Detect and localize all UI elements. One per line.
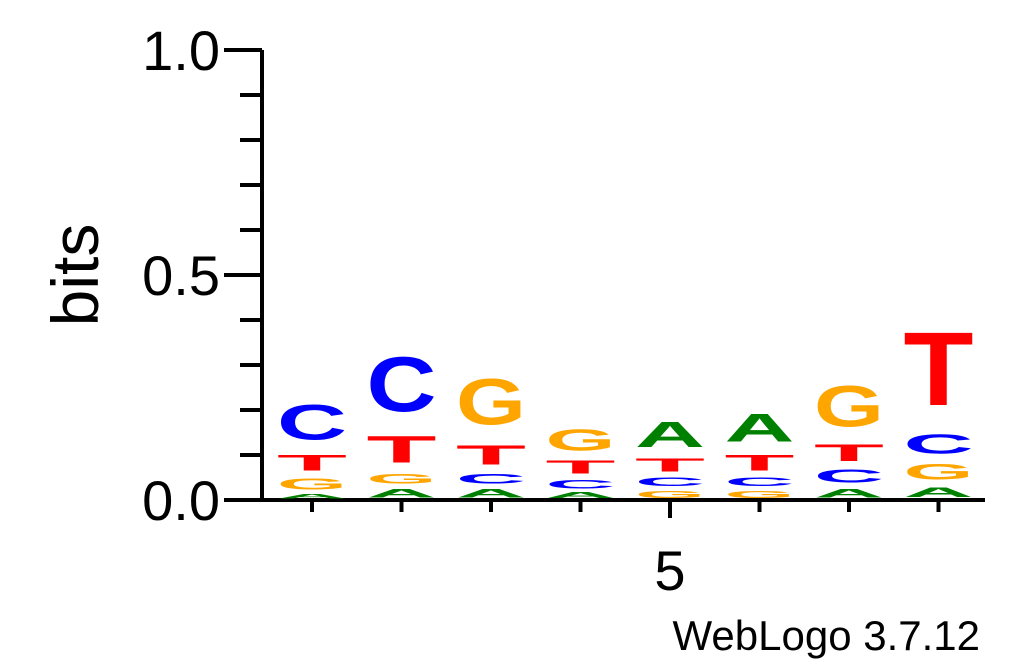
letter-A-pos2: A [367,486,437,500]
letter-G-pos6: G [725,489,795,500]
letter-G-pos8: G [904,459,974,484]
letter-C-pos3: C [456,471,526,487]
letter-G-pos5: G [635,489,705,500]
letter-A-pos1: A [277,493,347,500]
y-tick-label: 0.5 [142,244,220,307]
letter-G-pos4: G [546,424,616,458]
y-tick-label: 1.0 [142,19,220,82]
letter-T-pos6: T [725,451,795,476]
letter-T-pos4: T [546,457,616,477]
y-axis: 0.0 0.5 1.0 [142,19,264,532]
letter-G-pos1: G [277,475,347,493]
letter-C-pos5: C [635,475,705,489]
y-tick-label: 0.0 [142,469,220,532]
letter-C-pos1: C [277,395,347,451]
letter-T-pos2: T [367,428,437,470]
letter-C-pos7: C [814,466,884,486]
letter-C-pos8: C [903,428,973,460]
letter-T-pos1: T [277,451,347,476]
letter-T-pos8: T [904,312,974,428]
letter-T-pos7: T [814,439,884,466]
letter-G-pos2: G [367,471,437,487]
letter-T-pos5: T [635,455,705,475]
letter-A-pos3: A [456,486,526,500]
letter-A-pos7: A [814,486,884,500]
letter-T-pos3: T [456,439,526,471]
letter-A-pos5: A [635,414,705,455]
letter-G-pos7: G [814,374,884,439]
weblogo-version-label: WebLogo 3.7.12 [673,612,980,659]
x-axis: 5 [262,498,985,602]
letter-C-pos6: C [725,475,795,489]
letter-C-pos2: C [367,340,437,428]
x-tick-label: 5 [654,539,685,602]
y-axis-title: bits [38,224,112,327]
letter-C-pos4: C [546,477,616,491]
letter-A-pos8: A [904,484,974,500]
letter-A-pos4: A [545,491,615,500]
letter-G-pos3: G [456,364,526,439]
letter-A-pos6: A [725,405,795,450]
